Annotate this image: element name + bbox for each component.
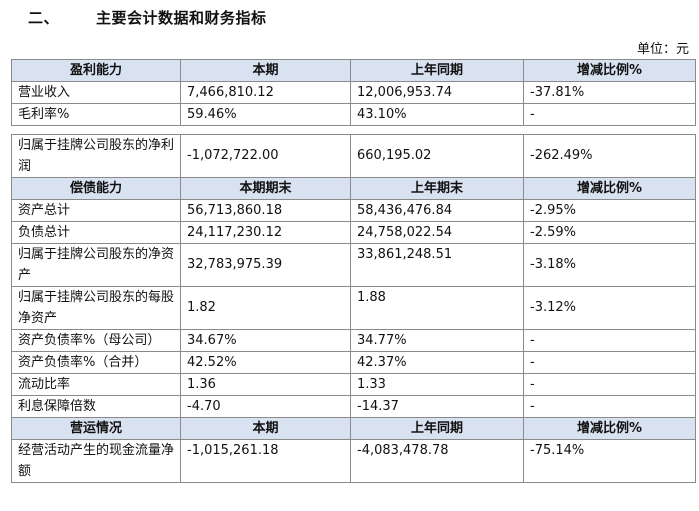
row-label: 流动比率 (11, 373, 181, 396)
table-row: 经营活动产生的现金流量净额 -1,015,261.18 -4,083,478.7… (11, 439, 696, 483)
financial-indicators-table: 归属于挂牌公司股东的净利润 -1,072,722.00 660,195.02 -… (11, 134, 696, 483)
row-label: 资产负债率%（合并） (11, 351, 181, 374)
header-cell-previous: 上年期末 (350, 177, 524, 200)
section-number: 二、 (28, 9, 60, 27)
previous-value: 58,436,476.84 (350, 199, 524, 222)
current-value: 34.67% (180, 329, 351, 352)
header-cell-category: 营运情况 (11, 417, 181, 440)
change-value: - (523, 373, 696, 396)
current-value: 24,117,230.12 (180, 221, 351, 244)
table-header-row: 营运情况 本期 上年同期 增减比例% (11, 417, 696, 440)
current-value: 42.52% (180, 351, 351, 374)
header-cell-change: 增减比例% (523, 417, 696, 440)
header-cell-category: 偿债能力 (11, 177, 181, 200)
row-label: 归属于挂牌公司股东的每股净资产 (11, 286, 181, 330)
row-label: 经营活动产生的现金流量净额 (11, 439, 181, 483)
current-value: 56,713,860.18 (180, 199, 351, 222)
table-header-row: 偿债能力 本期期末 上年期末 增减比例% (11, 177, 696, 200)
currency-unit-label: 单位：元 (636, 42, 689, 57)
table-row: 流动比率 1.36 1.33 - (11, 373, 696, 396)
table-row: 利息保障倍数 -4.70 -14.37 - (11, 395, 696, 418)
change-value: - (523, 329, 696, 352)
header-cell-previous: 上年同期 (350, 59, 524, 82)
row-label: 资产总计 (11, 199, 181, 222)
row-label: 负债总计 (11, 221, 181, 244)
current-value: 7,466,810.12 (180, 81, 351, 104)
header-cell-previous: 上年同期 (350, 417, 524, 440)
table-row: 资产总计 56,713,860.18 58,436,476.84 -2.95% (11, 199, 696, 222)
previous-value: 1.33 (350, 373, 524, 396)
current-value: -1,015,261.18 (180, 439, 351, 483)
change-value: - (523, 103, 696, 126)
table-row: 归属于挂牌公司股东的净资产 32,783,975.39 33,861,248.5… (11, 243, 696, 287)
change-value: -75.14% (523, 439, 696, 483)
change-value: -3.18% (523, 243, 696, 287)
current-value: -4.70 (180, 395, 351, 418)
previous-value: -14.37 (350, 395, 524, 418)
section-title: 主要会计数据和财务指标 (96, 9, 267, 27)
current-value: 1.82 (180, 286, 351, 330)
profitability-table: 盈利能力 本期 上年同期 增减比例% 营业收入 7,466,810.12 12,… (11, 59, 696, 126)
change-value: - (523, 395, 696, 418)
table-row: 归属于挂牌公司股东的净利润 -1,072,722.00 660,195.02 -… (11, 134, 696, 178)
table-row: 资产负债率%（合并） 42.52% 42.37% - (11, 351, 696, 374)
change-value: -2.95% (523, 199, 696, 222)
previous-value: -4,083,478.78 (350, 439, 524, 483)
previous-value: 42.37% (350, 351, 524, 374)
row-label: 利息保障倍数 (11, 395, 181, 418)
current-value: 32,783,975.39 (180, 243, 351, 287)
table-header-row: 盈利能力 本期 上年同期 增减比例% (11, 59, 696, 82)
header-cell-change: 增减比例% (523, 59, 696, 82)
previous-value: 24,758,022.54 (350, 221, 524, 244)
row-label: 毛利率% (11, 103, 181, 126)
row-label: 归属于挂牌公司股东的净利润 (11, 134, 181, 178)
header-cell-current: 本期 (180, 59, 351, 82)
row-label: 归属于挂牌公司股东的净资产 (11, 243, 181, 287)
previous-value: 34.77% (350, 329, 524, 352)
row-label: 资产负债率%（母公司） (11, 329, 181, 352)
table-row: 归属于挂牌公司股东的每股净资产 1.82 1.88 -3.12% (11, 286, 696, 330)
change-value: -262.49% (523, 134, 696, 178)
table-row: 营业收入 7,466,810.12 12,006,953.74 -37.81% (11, 81, 696, 104)
section-heading: 二、 主要会计数据和财务指标 (28, 7, 267, 28)
current-value: -1,072,722.00 (180, 134, 351, 178)
table-row: 负债总计 24,117,230.12 24,758,022.54 -2.59% (11, 221, 696, 244)
change-value: -3.12% (523, 286, 696, 330)
previous-value: 12,006,953.74 (350, 81, 524, 104)
header-cell-change: 增减比例% (523, 177, 696, 200)
row-label: 营业收入 (11, 81, 181, 104)
change-value: - (523, 351, 696, 374)
header-cell-current: 本期 (180, 417, 351, 440)
change-value: -37.81% (523, 81, 696, 104)
previous-value: 43.10% (350, 103, 524, 126)
header-cell-current: 本期期末 (180, 177, 351, 200)
change-value: -2.59% (523, 221, 696, 244)
previous-value: 660,195.02 (350, 134, 524, 178)
table-row: 毛利率% 59.46% 43.10% - (11, 103, 696, 126)
current-value: 1.36 (180, 373, 351, 396)
previous-value: 33,861,248.51 (350, 243, 524, 287)
header-cell-category: 盈利能力 (11, 59, 181, 82)
current-value: 59.46% (180, 103, 351, 126)
table-row: 资产负债率%（母公司） 34.67% 34.77% - (11, 329, 696, 352)
previous-value: 1.88 (350, 286, 524, 330)
